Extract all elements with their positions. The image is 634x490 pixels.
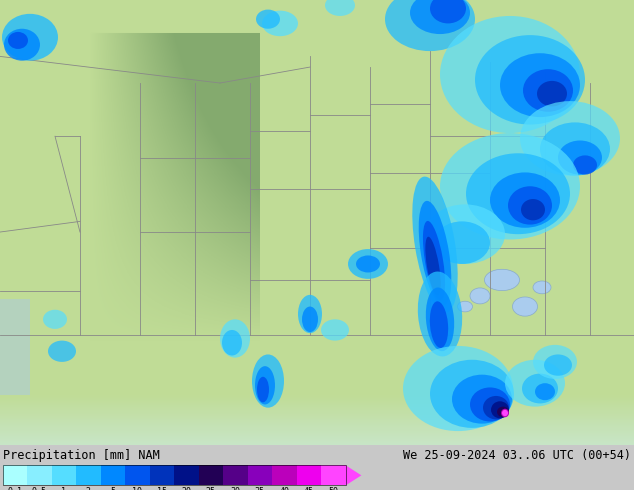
Ellipse shape xyxy=(252,354,284,408)
Ellipse shape xyxy=(497,407,509,417)
Bar xyxy=(174,465,198,486)
Bar xyxy=(272,465,297,486)
Text: 1: 1 xyxy=(61,487,67,490)
Text: 40: 40 xyxy=(280,487,289,490)
Ellipse shape xyxy=(490,172,560,228)
Ellipse shape xyxy=(418,201,451,306)
Ellipse shape xyxy=(540,122,610,175)
Ellipse shape xyxy=(403,346,513,431)
Text: We 25-09-2024 03..06 UTC (00+54): We 25-09-2024 03..06 UTC (00+54) xyxy=(403,448,631,462)
Text: 0.1: 0.1 xyxy=(7,487,22,490)
Ellipse shape xyxy=(222,330,242,356)
Ellipse shape xyxy=(470,288,490,304)
Ellipse shape xyxy=(348,249,388,279)
Ellipse shape xyxy=(257,377,269,402)
Ellipse shape xyxy=(475,35,585,124)
Ellipse shape xyxy=(430,360,514,428)
Ellipse shape xyxy=(255,366,275,404)
Bar xyxy=(27,465,51,486)
Ellipse shape xyxy=(43,310,67,329)
Ellipse shape xyxy=(321,319,349,341)
Text: 10: 10 xyxy=(133,487,142,490)
Ellipse shape xyxy=(558,141,602,174)
Text: 2: 2 xyxy=(86,487,91,490)
Ellipse shape xyxy=(8,32,28,49)
Ellipse shape xyxy=(466,153,570,234)
Ellipse shape xyxy=(520,101,620,175)
Ellipse shape xyxy=(537,81,567,106)
Bar xyxy=(247,465,272,486)
Bar xyxy=(321,465,346,486)
Ellipse shape xyxy=(425,237,441,295)
Text: 30: 30 xyxy=(230,487,240,490)
Bar xyxy=(198,465,223,486)
Ellipse shape xyxy=(262,11,298,36)
Ellipse shape xyxy=(425,204,505,264)
Ellipse shape xyxy=(521,199,545,221)
Bar xyxy=(76,465,101,486)
Text: 15: 15 xyxy=(157,487,167,490)
Ellipse shape xyxy=(452,375,512,424)
Polygon shape xyxy=(346,465,361,486)
Ellipse shape xyxy=(430,0,466,24)
Bar xyxy=(101,465,125,486)
Ellipse shape xyxy=(440,133,580,240)
Ellipse shape xyxy=(483,396,509,419)
Ellipse shape xyxy=(412,176,458,313)
Ellipse shape xyxy=(491,401,509,418)
Ellipse shape xyxy=(430,301,448,348)
Text: 0.5: 0.5 xyxy=(32,487,47,490)
Ellipse shape xyxy=(523,69,573,112)
Bar xyxy=(51,465,76,486)
Ellipse shape xyxy=(533,281,551,294)
Bar xyxy=(223,465,247,486)
Bar xyxy=(125,465,150,486)
Ellipse shape xyxy=(434,221,490,264)
Ellipse shape xyxy=(256,10,280,29)
Ellipse shape xyxy=(418,271,462,356)
Ellipse shape xyxy=(512,297,538,316)
Ellipse shape xyxy=(508,186,552,224)
Ellipse shape xyxy=(440,16,580,133)
Ellipse shape xyxy=(385,0,475,51)
Ellipse shape xyxy=(535,383,555,400)
Bar xyxy=(297,465,321,486)
Ellipse shape xyxy=(470,388,510,421)
Ellipse shape xyxy=(484,270,519,291)
Text: Precipitation [mm] NAM: Precipitation [mm] NAM xyxy=(3,448,159,462)
Ellipse shape xyxy=(4,29,40,61)
Ellipse shape xyxy=(505,360,565,407)
Ellipse shape xyxy=(302,307,318,332)
Text: 45: 45 xyxy=(304,487,314,490)
Ellipse shape xyxy=(410,0,470,34)
Ellipse shape xyxy=(2,14,58,61)
Ellipse shape xyxy=(48,341,76,362)
Ellipse shape xyxy=(573,155,597,174)
Text: 5: 5 xyxy=(110,487,115,490)
Text: 25: 25 xyxy=(206,487,216,490)
Ellipse shape xyxy=(325,0,355,16)
Ellipse shape xyxy=(522,373,558,403)
Ellipse shape xyxy=(423,221,445,301)
Ellipse shape xyxy=(356,255,380,272)
Text: 20: 20 xyxy=(181,487,191,490)
Ellipse shape xyxy=(220,319,250,358)
Ellipse shape xyxy=(502,410,508,416)
Ellipse shape xyxy=(544,354,572,376)
Ellipse shape xyxy=(501,409,509,417)
Bar xyxy=(3,465,27,486)
Ellipse shape xyxy=(500,53,580,117)
Text: 50: 50 xyxy=(328,487,339,490)
Ellipse shape xyxy=(298,295,322,333)
Text: 35: 35 xyxy=(255,487,265,490)
Ellipse shape xyxy=(458,301,472,312)
Ellipse shape xyxy=(533,345,577,379)
Ellipse shape xyxy=(426,288,454,351)
Bar xyxy=(3,465,346,486)
Bar xyxy=(150,465,174,486)
